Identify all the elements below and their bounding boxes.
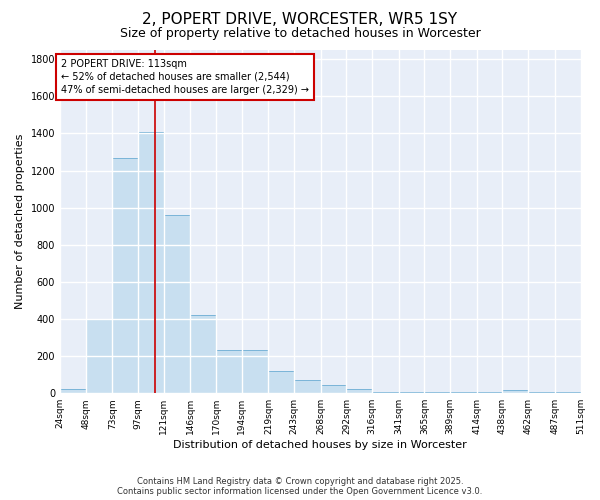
Bar bbox=[216, 350, 242, 393]
Bar bbox=[399, 392, 424, 393]
Bar bbox=[555, 392, 581, 393]
Text: 2, POPERT DRIVE, WORCESTER, WR5 1SY: 2, POPERT DRIVE, WORCESTER, WR5 1SY bbox=[142, 12, 458, 28]
Bar bbox=[477, 392, 502, 393]
Bar bbox=[372, 392, 399, 393]
Bar bbox=[138, 132, 164, 393]
X-axis label: Distribution of detached houses by size in Worcester: Distribution of detached houses by size … bbox=[173, 440, 467, 450]
Bar bbox=[86, 319, 112, 393]
Bar bbox=[112, 158, 138, 393]
Text: Size of property relative to detached houses in Worcester: Size of property relative to detached ho… bbox=[119, 28, 481, 40]
Bar bbox=[346, 390, 372, 393]
Bar bbox=[502, 390, 528, 393]
Bar bbox=[242, 350, 268, 393]
Y-axis label: Number of detached properties: Number of detached properties bbox=[15, 134, 25, 310]
Bar bbox=[190, 316, 216, 393]
Bar bbox=[164, 215, 190, 393]
Bar bbox=[321, 385, 346, 393]
Bar bbox=[60, 388, 86, 393]
Text: Contains HM Land Registry data © Crown copyright and database right 2025.
Contai: Contains HM Land Registry data © Crown c… bbox=[118, 476, 482, 496]
Bar bbox=[528, 392, 555, 393]
Text: 2 POPERT DRIVE: 113sqm
← 52% of detached houses are smaller (2,544)
47% of semi-: 2 POPERT DRIVE: 113sqm ← 52% of detached… bbox=[61, 58, 309, 95]
Bar bbox=[424, 392, 450, 393]
Bar bbox=[294, 380, 321, 393]
Bar bbox=[450, 392, 477, 393]
Bar bbox=[268, 371, 294, 393]
